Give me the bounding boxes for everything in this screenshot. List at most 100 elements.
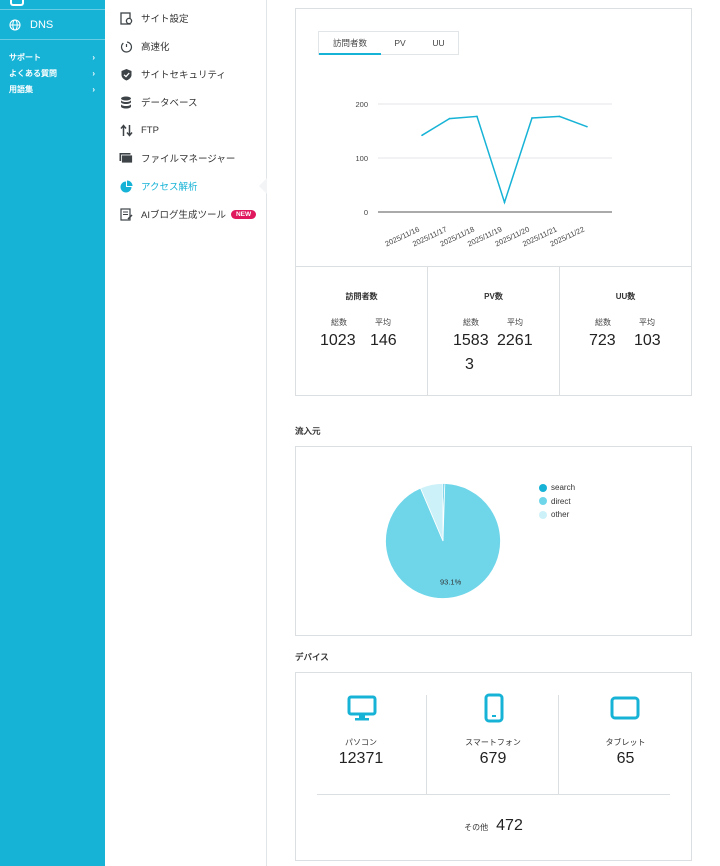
stat-total-line2: 3	[465, 356, 474, 373]
stat-avg-label: 平均	[639, 318, 655, 327]
stat-avg-value: 2261	[497, 332, 533, 349]
traffic-pie-chart: 93.1%	[385, 483, 501, 599]
metric-tabs: 訪問者数 PV UU	[318, 31, 459, 55]
menu-item-label: FTP	[141, 124, 159, 136]
menu-item-ftp[interactable]: FTP	[105, 116, 266, 144]
left-nav: DNS サポート › よくある質問 › 用語集 ›	[0, 0, 105, 866]
stat-avg-label: 平均	[507, 318, 523, 327]
legend-swatch	[539, 497, 547, 506]
menu-item-ai-blog[interactable]: AIブログ生成ツール NEW	[105, 200, 266, 228]
device-value: 12371	[338, 750, 384, 767]
data-point	[531, 117, 533, 119]
chevron-right-icon: ›	[92, 69, 95, 78]
menu-item-database[interactable]: データベース	[105, 88, 266, 116]
device-label: スマートフォン	[465, 738, 521, 747]
stopwatch-icon	[119, 39, 133, 53]
stat-avg-label: 平均	[375, 318, 391, 327]
device-other: その他 472	[296, 817, 691, 835]
device-smartphone: スマートフォン 679	[428, 693, 559, 795]
nav-link-glossary[interactable]: 用語集 ›	[0, 82, 105, 98]
shield-check-icon	[119, 67, 133, 81]
legend-swatch	[539, 510, 547, 519]
menu-item-label: 高速化	[141, 42, 170, 53]
nav-item-dns[interactable]: DNS	[0, 10, 105, 40]
device-label: パソコン	[345, 738, 377, 747]
menu-item-label: AIブログ生成ツール	[141, 210, 226, 221]
menu-item-label: サイトセキュリティ	[141, 70, 226, 81]
main-content: 訪問者数 PV UU 0 100 200 2025/11/16 2025/11/17 20…	[267, 0, 720, 866]
sub-menu: サイト設定 高速化 サイトセキュリティ データベース FTP ファイルマネージャ…	[105, 0, 267, 866]
devices-title: デバイス	[295, 652, 329, 662]
devices-card: パソコン 12371 スマートフォン 679 タブレット 65 その他 472	[295, 672, 692, 861]
stat-title: 訪問者数	[345, 292, 378, 301]
stat-total-value: 1583 3	[453, 329, 493, 377]
gear-doc-icon	[119, 11, 133, 25]
pie-data-label: 93.1%	[440, 578, 462, 587]
chevron-right-icon: ›	[92, 85, 95, 94]
legend-label: search	[551, 483, 576, 493]
nav-link-faq[interactable]: よくある質問 ›	[0, 66, 105, 82]
desktop-icon	[347, 695, 377, 721]
series-line	[421, 115, 588, 205]
new-badge: NEW	[230, 209, 257, 219]
nav-dns-label: DNS	[30, 18, 54, 31]
device-value: 65	[616, 750, 635, 767]
device-other-label: その他	[464, 823, 489, 832]
active-caret	[259, 178, 267, 194]
tab-visitors[interactable]: 訪問者数	[319, 32, 381, 55]
server-icon	[10, 0, 24, 6]
stats-row: 訪問者数 総数 平均 1023 146 PV数 総数 平均 1583 3 2261…	[296, 267, 691, 396]
menu-item-access-analytics[interactable]: アクセス解析	[105, 172, 267, 200]
stat-title: PV数	[484, 292, 503, 301]
pie-legend: search direct other	[539, 481, 575, 522]
stat-total-label: 総数	[463, 318, 479, 327]
stat-avg-value: 146	[370, 332, 397, 349]
tablet-icon	[610, 696, 640, 720]
stat-uu: UU数 総数 平均 723 103	[560, 267, 691, 396]
stat-avg-value: 103	[634, 332, 661, 349]
nav-link-support[interactable]: サポート ›	[0, 50, 105, 66]
menu-item-file-manager[interactable]: ファイルマネージャー	[105, 144, 266, 172]
transfer-arrows-icon	[119, 123, 133, 137]
legend-item-direct[interactable]: direct	[539, 495, 575, 509]
ai-doc-icon	[119, 207, 133, 221]
divider	[317, 794, 670, 795]
legend-item-other[interactable]: other	[539, 508, 575, 522]
menu-item-site-security[interactable]: サイトセキュリティ	[105, 60, 266, 88]
smartphone-icon	[484, 693, 504, 723]
stat-pv: PV数 総数 平均 1583 3 2261	[428, 267, 560, 396]
y-tick-label: 100	[355, 154, 368, 163]
menu-item-site-settings[interactable]: サイト設定	[105, 4, 266, 32]
device-label: タブレット	[605, 738, 646, 747]
stat-title: UU数	[615, 292, 636, 301]
access-chart-card: 訪問者数 PV UU 0 100 200 2025/11/16 2025/11/17 20…	[295, 8, 692, 396]
stat-total-label: 総数	[595, 318, 611, 327]
data-point	[503, 201, 506, 204]
legend-swatch	[539, 483, 547, 492]
device-value: 679	[479, 750, 507, 767]
y-tick-label: 200	[355, 100, 368, 109]
menu-item-label: データベース	[141, 98, 198, 109]
nav-links: サポート › よくある質問 › 用語集 ›	[0, 40, 105, 98]
pie-chart-icon	[119, 179, 133, 193]
divider	[296, 266, 691, 267]
nav-item-top[interactable]	[0, 0, 105, 10]
nav-link-label: サポート	[9, 53, 41, 62]
menu-item-label: サイト設定	[141, 14, 189, 25]
device-other-value: 472	[496, 817, 523, 834]
data-point	[558, 115, 561, 118]
data-point	[586, 125, 588, 128]
tab-uu[interactable]: UU	[432, 38, 445, 48]
data-point	[448, 117, 451, 120]
legend-item-search[interactable]: search	[539, 481, 575, 495]
visitors-line-chart: 01002002025/11/162025/11/172025/11/18202…	[355, 100, 612, 248]
menu-item-label: アクセス解析	[141, 182, 198, 193]
legend-label: direct	[551, 496, 571, 506]
menu-item-speedup[interactable]: 高速化	[105, 32, 266, 60]
device-desktop: パソコン 12371	[296, 695, 427, 795]
traffic-title: 流入元	[295, 426, 321, 436]
stat-total-value: 723	[589, 332, 616, 349]
device-tablet: タブレット 65	[560, 695, 691, 795]
stat-total-label: 総数	[331, 318, 347, 327]
tab-pv[interactable]: PV	[394, 38, 406, 48]
